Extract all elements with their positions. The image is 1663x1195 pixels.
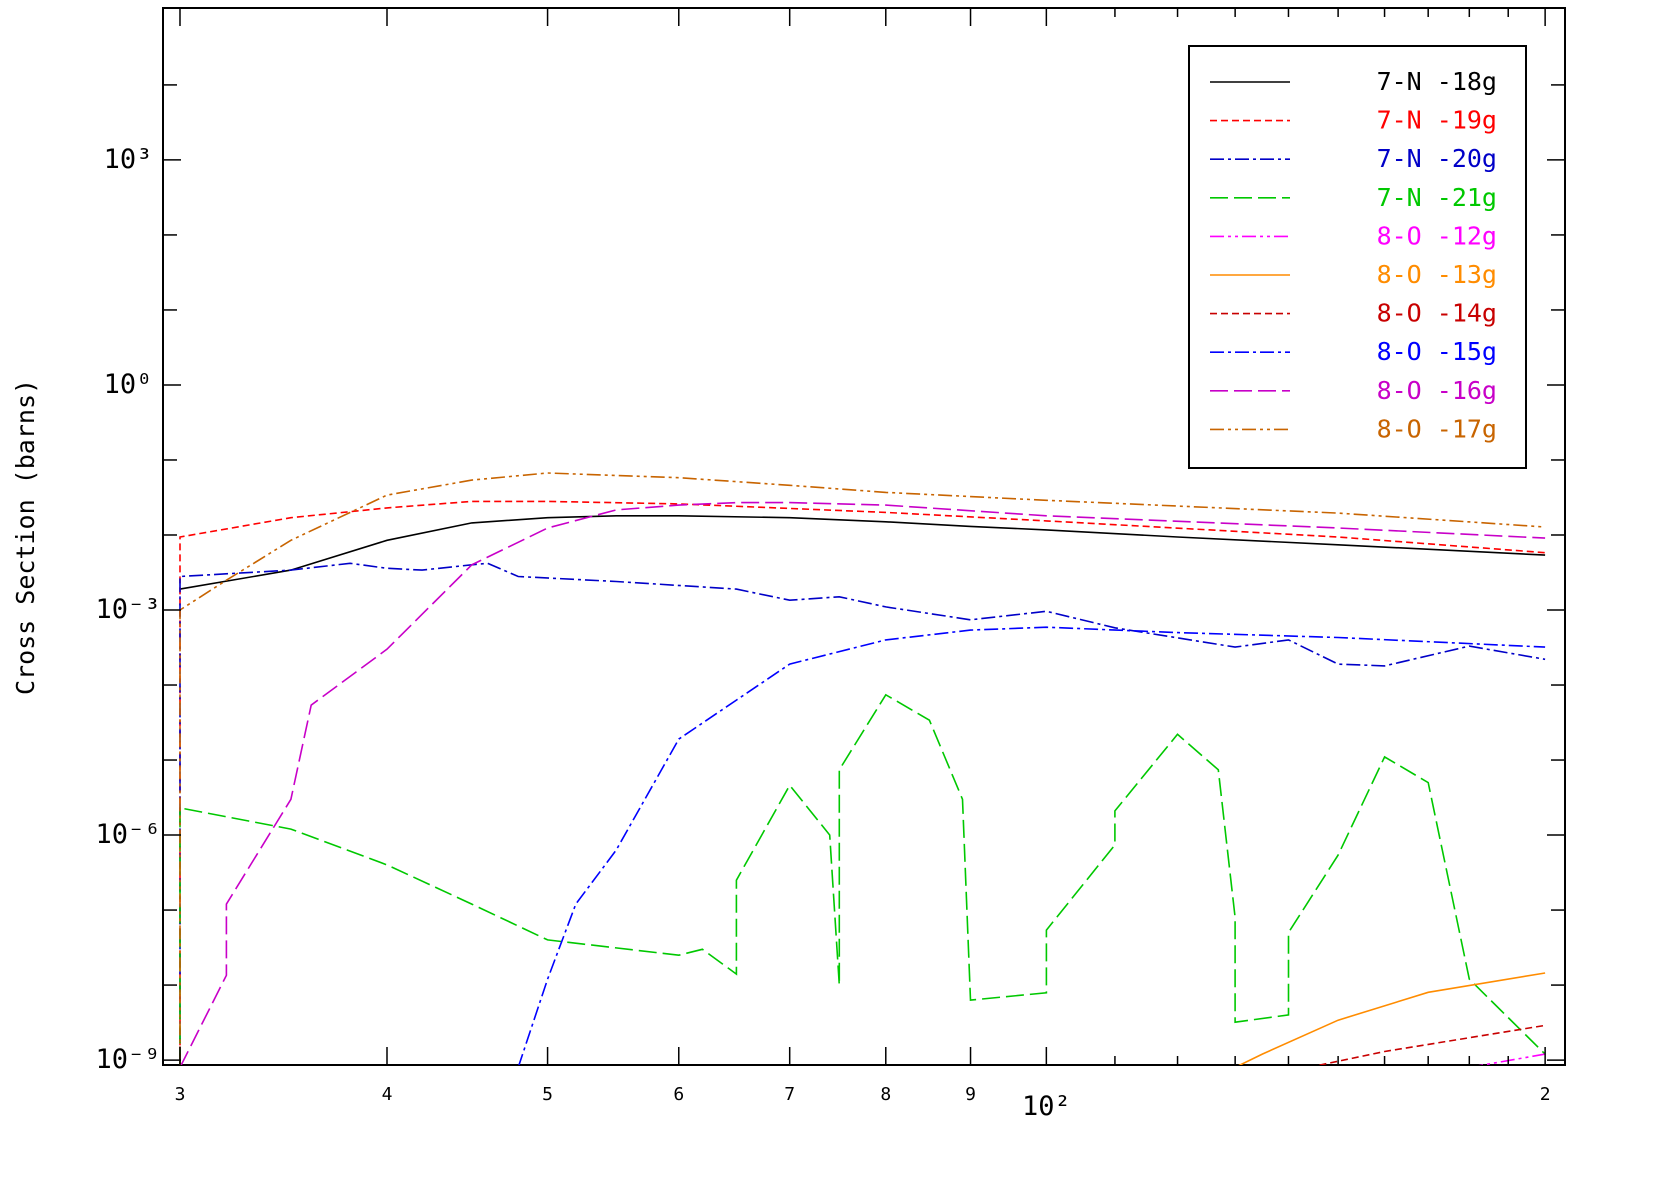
legend-label: 7-N -19g	[1377, 106, 1497, 135]
legend-label: 8-O -17g	[1377, 414, 1497, 443]
series-line	[518, 626, 1546, 1065]
legend-label: 8-O -15g	[1377, 337, 1497, 366]
legend-box	[1188, 45, 1527, 469]
y-tick-label: 10³	[104, 144, 153, 175]
legend-label: 7-N -18g	[1377, 67, 1497, 96]
series-line	[179, 500, 1546, 1065]
x-tick-label: 6	[673, 1084, 684, 1105]
x-tick-label: 4	[382, 1084, 393, 1105]
y-tick-label: 10⁻⁶	[95, 819, 160, 850]
x-tick-label: 9	[965, 1084, 976, 1105]
series-line	[179, 515, 1546, 590]
series-line	[179, 472, 1546, 1065]
plot-area	[179, 472, 1546, 1065]
x-tick-label: 2	[1540, 1084, 1551, 1105]
y-tick-label: 10⁻⁹	[95, 1044, 160, 1075]
legend-label: 8-O -14g	[1377, 299, 1497, 328]
series-line	[1238, 972, 1546, 1065]
legend-label: 7-N -20g	[1377, 144, 1497, 173]
x-tick-label: 5	[542, 1084, 553, 1105]
series-line	[180, 501, 1546, 1065]
legend-label: 8-O -12g	[1377, 221, 1497, 250]
y-axis-label: Cross Section (barns)	[11, 379, 40, 695]
y-tick-label: 10⁰	[104, 369, 153, 400]
series-line	[179, 693, 1546, 1065]
x-tick-label: 10²	[1022, 1091, 1071, 1122]
x-tick-label: 3	[175, 1084, 186, 1105]
plot-frame	[162, 7, 1566, 1066]
series-line	[179, 562, 1546, 1065]
series-line	[1316, 1024, 1546, 1065]
series-line	[1478, 1053, 1546, 1065]
legend-label: 7-N -21g	[1377, 183, 1497, 212]
y-tick-label: 10⁻³	[95, 594, 160, 625]
x-tick-label: 7	[784, 1084, 795, 1105]
x-tick-label: 8	[880, 1084, 891, 1105]
legend-label: 8-O -16g	[1377, 376, 1497, 405]
legend-label: 8-O -13g	[1377, 260, 1497, 289]
